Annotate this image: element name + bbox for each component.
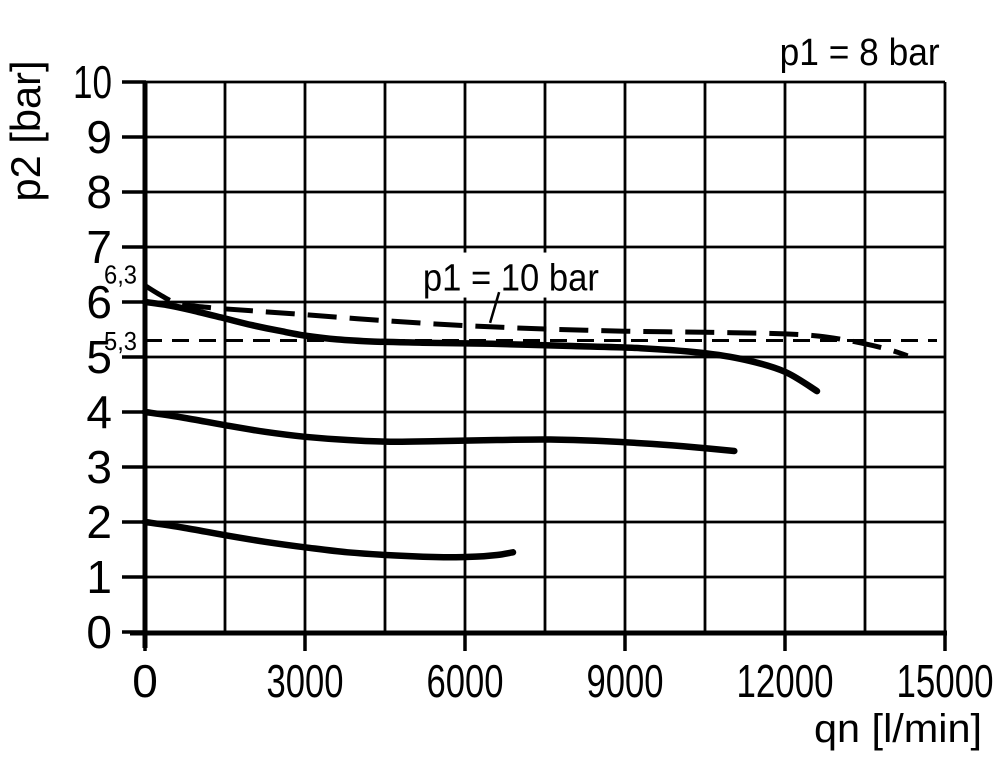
x-tick-label: 12000 xyxy=(737,655,834,707)
y-tick-label: 3 xyxy=(86,441,112,493)
y-tick-label: 0 xyxy=(86,606,112,658)
annotation-label: p1 = 10 bar xyxy=(423,258,599,300)
y-tick-label: 4 xyxy=(86,386,112,438)
series-curve-solid xyxy=(141,298,821,395)
x-tick-label: 6000 xyxy=(427,655,504,707)
annotation-label: p1 = 8 bar xyxy=(780,32,940,74)
series-curve-dashed-thick xyxy=(143,283,909,359)
series-curve-solid xyxy=(141,518,517,561)
annotation-leader-line xyxy=(488,291,501,324)
x-tick-label: 0 xyxy=(132,655,158,707)
y-tick-label: 1 xyxy=(86,551,112,603)
y-tick-label: 5 xyxy=(86,331,112,383)
x-tick-label: 9000 xyxy=(587,655,664,707)
reference-value-label: 5,3 xyxy=(104,326,137,356)
x-axis-title: qn [l/min] xyxy=(814,707,982,751)
series-curve-solid xyxy=(141,408,738,455)
y-tick-label: 7 xyxy=(86,221,112,273)
y-tick-label: 2 xyxy=(86,496,112,548)
y-tick-label: 6 xyxy=(86,276,112,328)
y-tick-label: 10 xyxy=(73,56,112,108)
y-tick-label: 9 xyxy=(86,111,112,163)
y-axis-title: p2 [bar] xyxy=(2,61,49,202)
y-tick-label: 8 xyxy=(86,166,112,218)
annotation-mask xyxy=(409,252,612,298)
reference-value-label: 6,3 xyxy=(104,260,137,290)
x-tick-label: 3000 xyxy=(267,655,344,707)
x-tick-label: 15000 xyxy=(897,655,994,707)
